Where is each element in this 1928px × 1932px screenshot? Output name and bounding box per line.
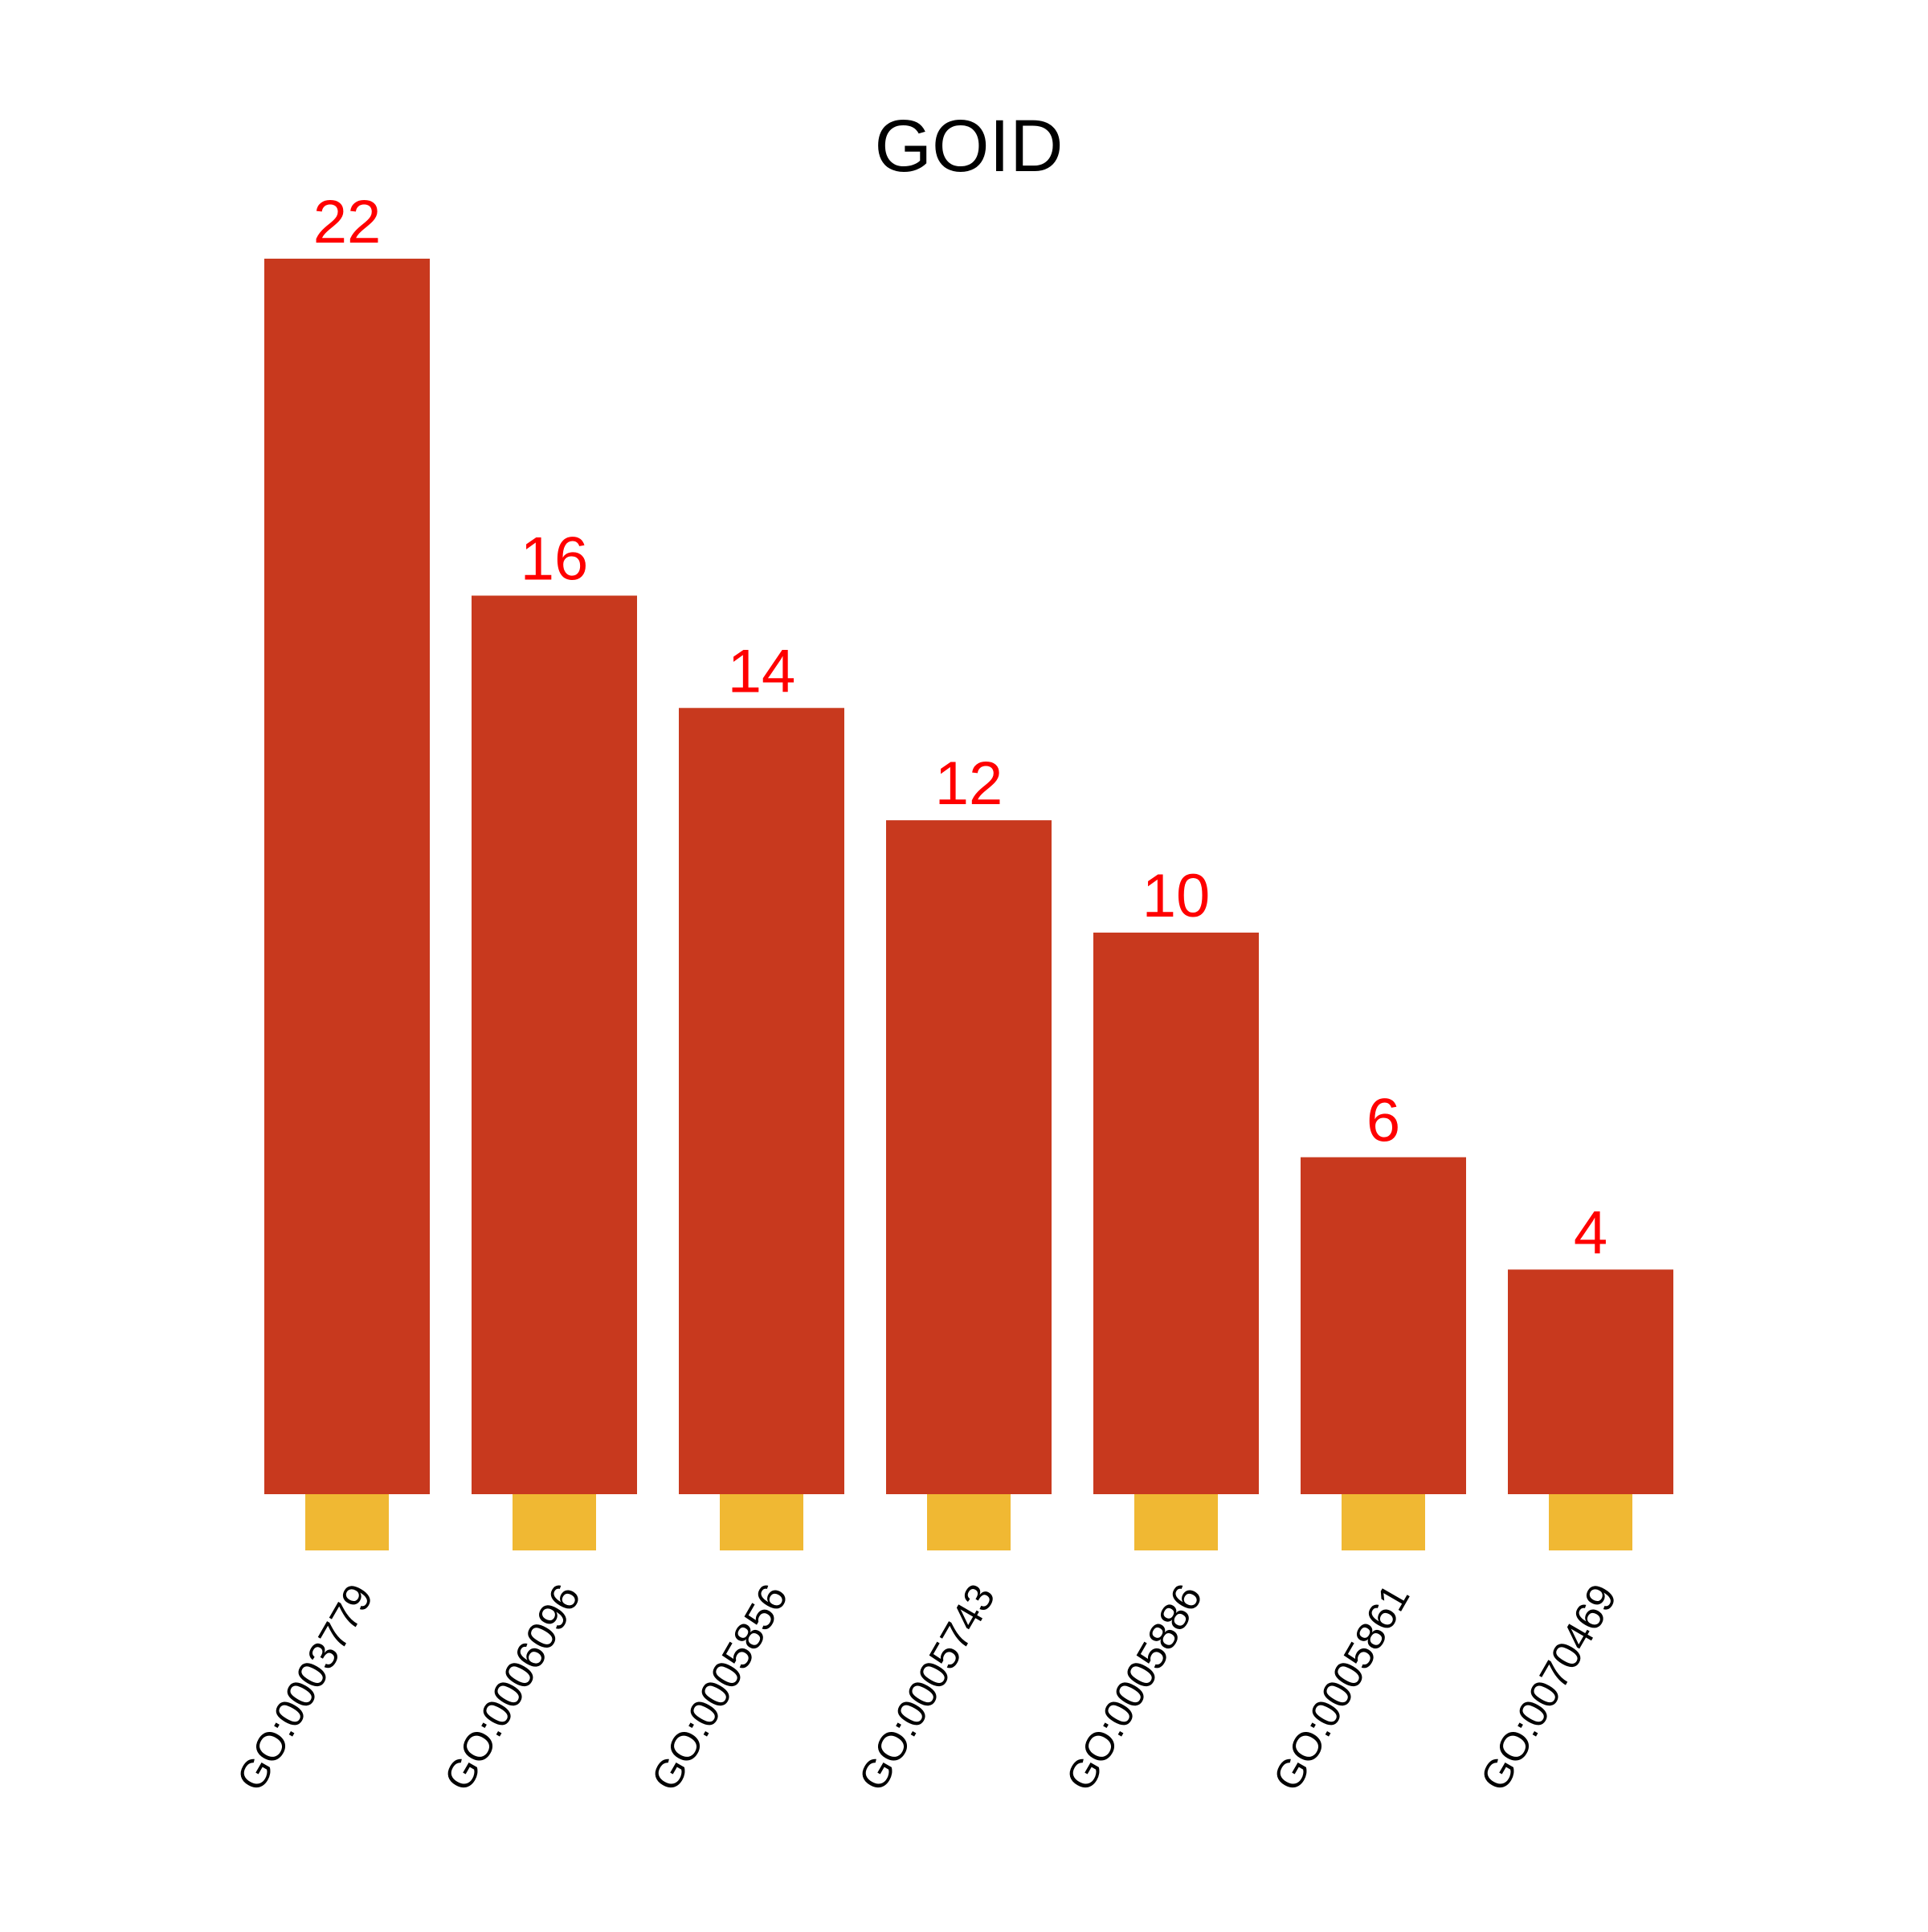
bar-go-0005743: [886, 820, 1052, 1494]
bar-go-0005886: [1093, 932, 1259, 1494]
value-label: 16: [521, 525, 589, 593]
value-label: 10: [1142, 862, 1211, 930]
value-label: 6: [1366, 1087, 1400, 1155]
category-marker: [1134, 1494, 1218, 1550]
chart-title: GOID: [874, 105, 1063, 187]
bars-layer: [264, 259, 1673, 1494]
bar-go-0003779: [264, 259, 430, 1494]
category-marker: [720, 1494, 803, 1550]
x-tick-label: GO:0005886: [1057, 1577, 1211, 1799]
x-tick-label: GO:0070469: [1472, 1577, 1626, 1799]
x-tick-label: GO:0006096: [435, 1577, 590, 1799]
bar-go-0006096: [472, 595, 637, 1494]
category-marker: [927, 1494, 1011, 1550]
category-marker: [1549, 1494, 1632, 1550]
bar-go-0005861: [1301, 1157, 1466, 1494]
value-label: 4: [1574, 1199, 1607, 1267]
value-label: 12: [935, 750, 1003, 818]
value-labels-layer: 22 16 14 12 10 6 4: [313, 188, 1607, 1267]
category-marker: [305, 1494, 389, 1550]
x-tick-label: GO:0005856: [643, 1577, 797, 1799]
tick-labels-layer: GO:0003779 GO:0006096 GO:0005856 GO:0005743…: [228, 1577, 1626, 1799]
markers-layer: [305, 1494, 1632, 1550]
bar-go-0005856: [679, 708, 844, 1494]
category-marker: [1342, 1494, 1425, 1550]
category-marker: [513, 1494, 596, 1550]
value-label: 22: [313, 188, 382, 256]
x-tick-label: GO:0005743: [850, 1577, 1004, 1799]
bar-go-0070469: [1508, 1269, 1673, 1494]
value-label: 14: [728, 637, 796, 705]
x-tick-label: GO:0003779: [228, 1577, 382, 1799]
x-tick-label: GO:0005861: [1264, 1577, 1419, 1799]
